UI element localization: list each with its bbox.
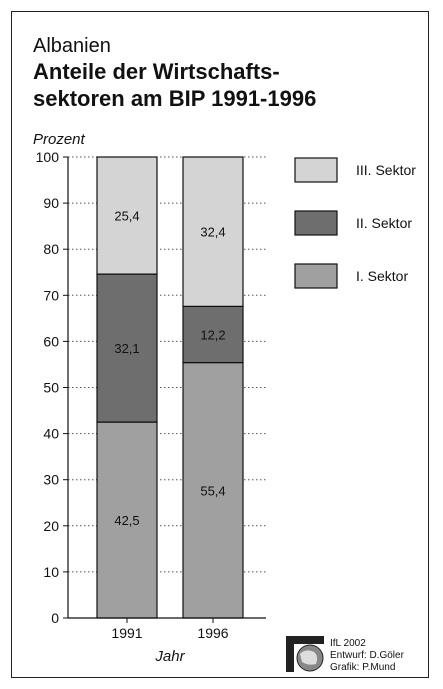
legend-swatch [294,263,338,289]
data-label: 12,2 [200,327,225,342]
data-label: 25,4 [114,209,139,224]
x-tick-label: 1996 [197,625,228,641]
legend: III. Sektor II. Sektor I. Sektor [294,157,416,289]
legend-swatch [294,157,338,183]
x-tick-label: 1991 [111,625,142,641]
y-tick-label: 40 [43,426,59,442]
data-label: 55,4 [200,483,225,498]
bars: 42,5 32,1 25,4 55,4 12,2 32,4 [96,156,244,619]
bar-segment-1991-3 [96,156,158,275]
bar-segment-1991-2 [96,273,158,423]
y-tick-label: 10 [43,564,59,580]
y-tick-label: 100 [36,149,60,165]
x-axis: 1991 1996 [68,617,266,641]
y-tick-label: 80 [43,241,59,257]
x-axis-label: Jahr [154,648,185,665]
credit-graphics: Grafik: P.Mund [330,662,395,673]
bar-segment-1991-1 [96,421,158,619]
data-label: 42,5 [114,513,139,528]
y-tick-label: 60 [43,333,59,349]
credit-design: Entwurf: D.Göler [330,650,405,661]
y-axis: 0 10 20 30 40 50 60 70 80 90 100 [36,149,69,626]
legend-swatch [294,210,338,236]
legend-label: II. Sektor [356,215,412,231]
y-tick-label: 90 [43,195,59,211]
y-tick-label: 0 [51,610,59,626]
y-axis-label: Prozent [33,131,86,148]
ifl-logo-icon [286,636,324,672]
bar-segment-1996-3 [182,156,244,307]
credit-institute: IfL 2002 [330,638,366,649]
data-label: 32,1 [114,341,139,356]
chart-title-line-1: Anteile der Wirtschafts- [33,59,280,84]
y-tick-label: 70 [43,287,59,303]
data-label: 32,4 [200,225,225,240]
y-tick-label: 20 [43,518,59,534]
chart-subtitle: Albanien [33,35,111,57]
legend-label: III. Sektor [356,162,416,178]
chart-title-line-2: sektoren am BIP 1991-1996 [33,86,316,111]
y-tick-label: 50 [43,380,59,396]
y-tick-label: 30 [43,472,59,488]
legend-label: I. Sektor [356,268,408,284]
